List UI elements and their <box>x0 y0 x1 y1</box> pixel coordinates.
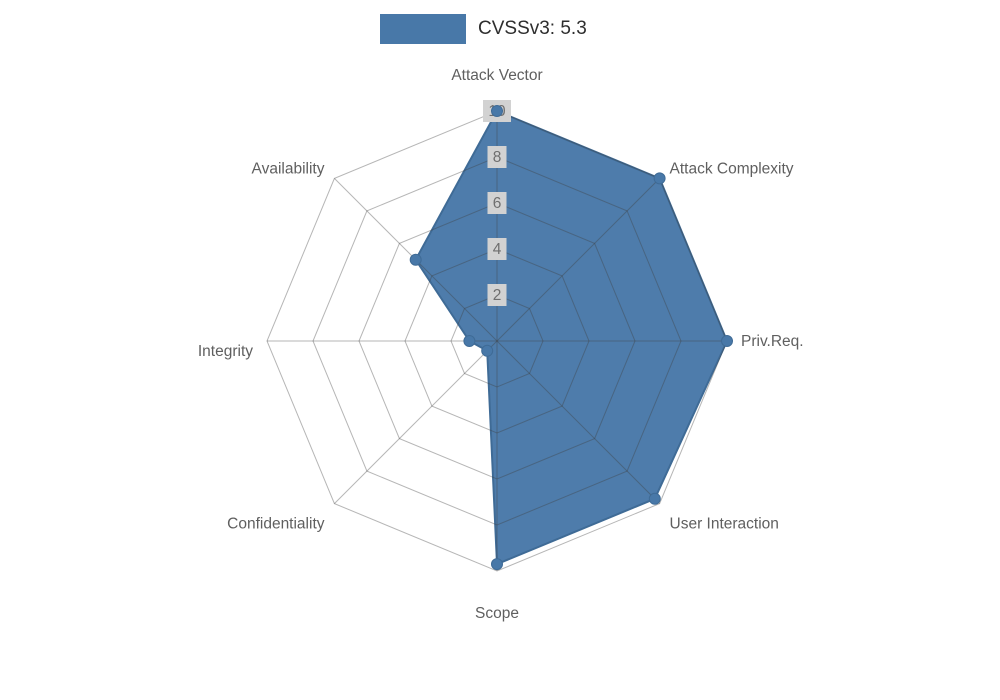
data-point <box>721 335 733 347</box>
axis-label: Availability <box>252 161 325 178</box>
series-polygon <box>414 110 728 566</box>
axis-label: Confidentiality <box>227 516 325 533</box>
tick-box <box>487 192 507 214</box>
grid-ring <box>358 202 636 480</box>
axis-label: Attack Complexity <box>670 161 794 178</box>
tick-label: 2 <box>493 287 502 304</box>
data-point <box>648 492 661 505</box>
axis-label: Attack Vector <box>451 67 542 84</box>
data-point-layer <box>409 105 733 571</box>
legend-swatch <box>380 14 466 44</box>
tick-box <box>487 238 507 260</box>
legend-label: CVSSv3: 5.3 <box>478 18 587 39</box>
grid-spoke <box>496 178 660 342</box>
series-fill-layer <box>414 110 728 566</box>
axis-label: Scope <box>475 605 519 622</box>
data-point <box>463 335 476 347</box>
chart-legend: CVSSv3: 5.3 <box>380 14 587 44</box>
tick-box <box>487 284 507 306</box>
axis-label: Priv.Req. <box>741 333 804 350</box>
axis-label-layer: Attack Vector Attack Complexity Priv.Req. U… <box>198 67 804 622</box>
grid-ring <box>312 156 682 526</box>
axis-label: Integrity <box>198 343 253 360</box>
data-point <box>481 344 494 357</box>
grid-ring <box>266 110 728 572</box>
grid-ring <box>450 294 544 388</box>
tick-label: 4 <box>493 241 502 258</box>
grid-spoke <box>334 340 498 504</box>
tick-label: 6 <box>493 195 502 212</box>
grid-spoke <box>496 340 660 504</box>
data-point <box>491 105 503 117</box>
data-point <box>653 172 666 185</box>
data-point <box>491 558 503 571</box>
grid-ring <box>404 248 590 434</box>
tick-box <box>487 146 507 168</box>
tick-label: 8 <box>493 149 502 166</box>
axis-label: User Interaction <box>670 516 779 533</box>
data-point <box>409 253 422 266</box>
